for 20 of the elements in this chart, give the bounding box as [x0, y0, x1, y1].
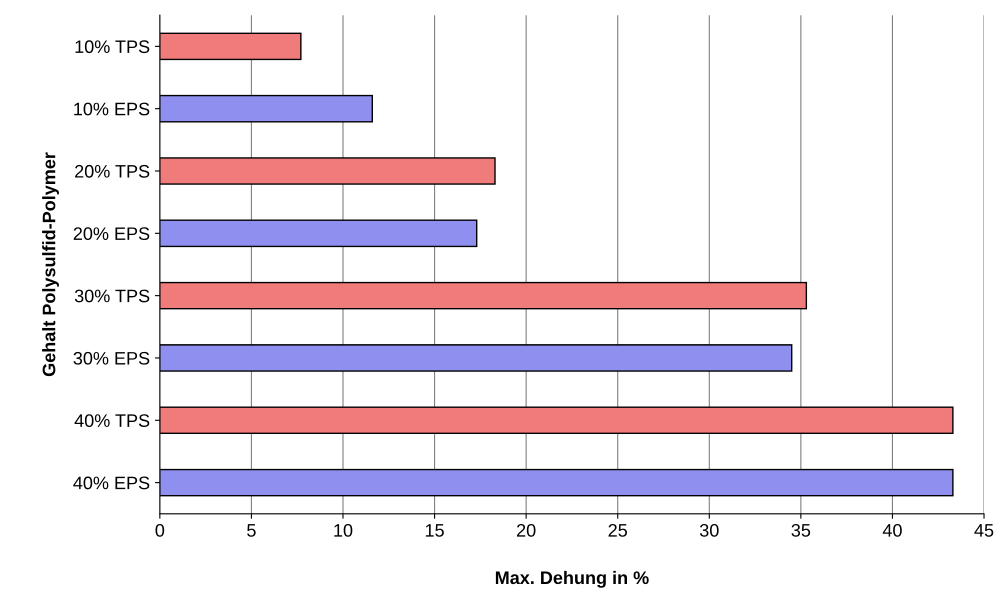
x-axis-title: Max. Dehung in % — [496, 570, 649, 588]
x-tick-label: 15 — [426, 524, 444, 537]
y-tick-label: 30% TPS — [74, 290, 150, 302]
x-tick-label: 10 — [334, 524, 352, 537]
y-tick-label: 40% TPS — [74, 414, 150, 427]
x-tick-label: 30 — [700, 524, 719, 537]
y-tick-label: 30% EPS — [74, 352, 150, 365]
x-tick-label: 5 — [247, 524, 256, 537]
y-tick-label: 10% TPS — [76, 40, 150, 54]
y-tick-label: 20% EPS — [74, 227, 150, 240]
x-tick-label: 25 — [608, 524, 627, 537]
x-tick-label: 0 — [156, 524, 164, 537]
y-tick-label: 40% EPS — [73, 476, 150, 490]
y-tick-label: 20% TPS — [75, 164, 150, 178]
x-tick-label: 45 — [974, 524, 994, 537]
y-tick-label: 10% EPS — [74, 102, 150, 116]
x-tick-label: 35 — [792, 524, 810, 537]
x-tick-label: 20 — [517, 524, 536, 537]
y-axis-title: Gehalt Polysulfid-Polymer — [42, 152, 59, 376]
x-tick-label: 40 — [882, 524, 902, 537]
